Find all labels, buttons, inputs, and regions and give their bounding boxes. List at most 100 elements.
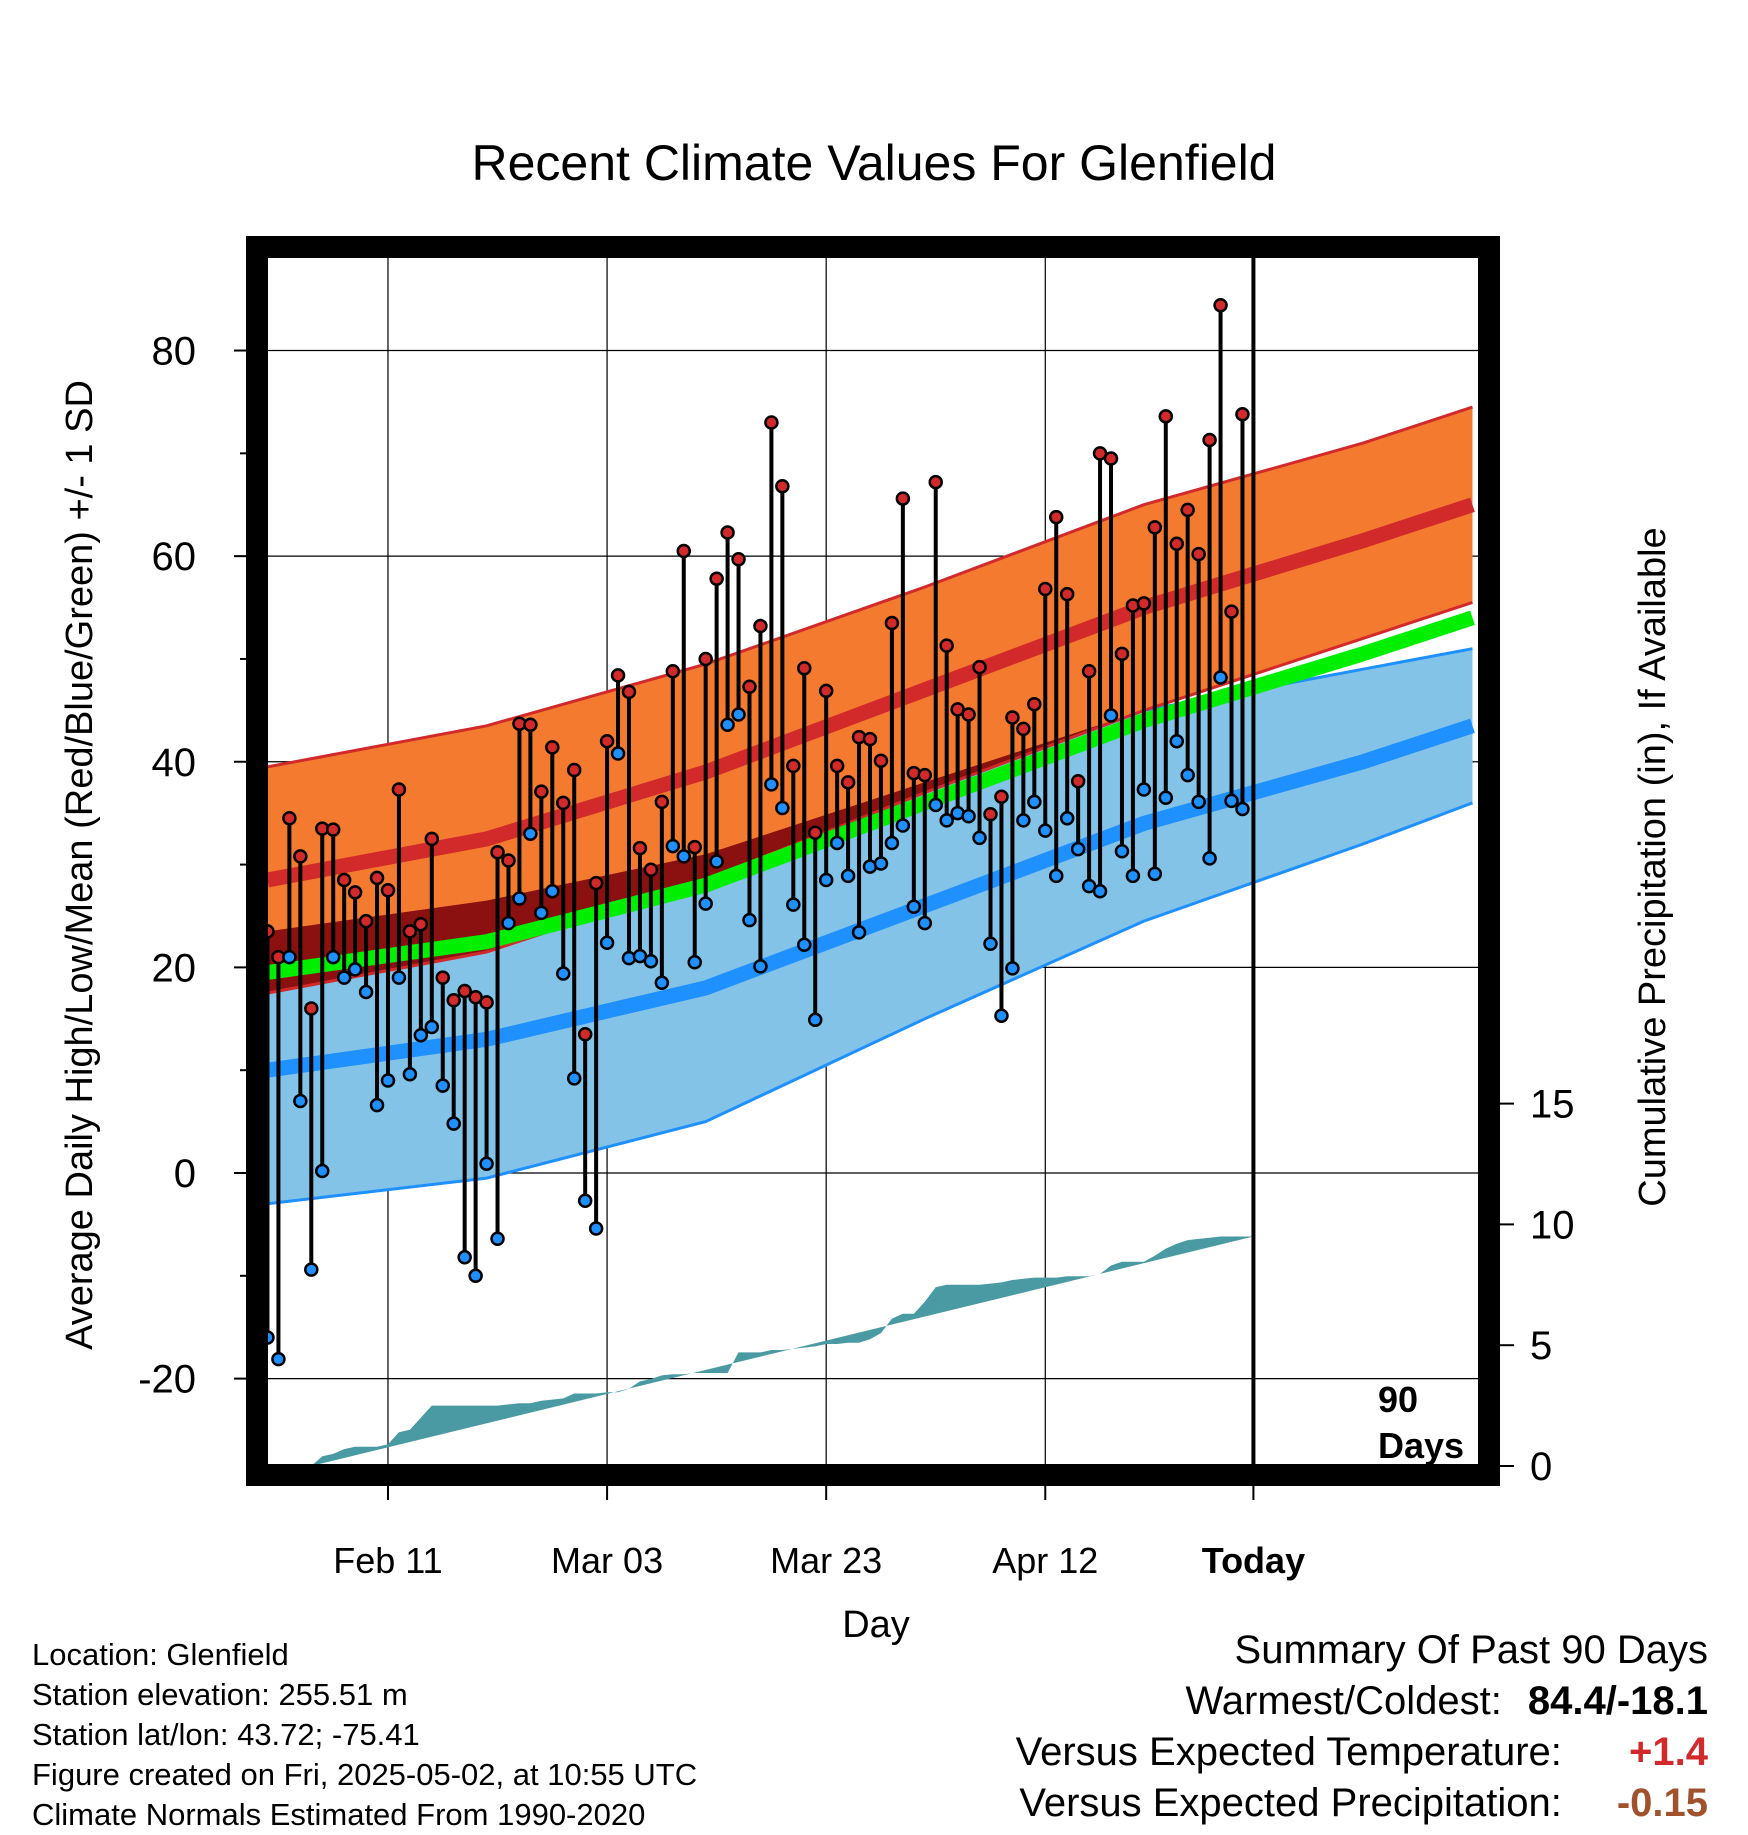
- daily-high-point: [1081, 664, 1097, 679]
- x-tick-label: Feb 11: [333, 1540, 442, 1581]
- y2-tick-label: 10: [1530, 1203, 1575, 1247]
- daily-low-point: [282, 949, 297, 965]
- daily-high-point: [1005, 710, 1020, 725]
- daily-high-point: [709, 571, 724, 587]
- daily-low-point: [336, 970, 352, 985]
- daily-low-point: [588, 1221, 604, 1236]
- daily-low-point: [523, 826, 538, 841]
- x-tick-label: Today: [1202, 1540, 1305, 1581]
- daily-high-point: [1114, 646, 1130, 662]
- daily-high-point: [632, 840, 648, 856]
- daily-high-point: [1169, 536, 1184, 552]
- y-tick-label: 0: [174, 1152, 196, 1196]
- daily-low-point: [457, 1250, 472, 1265]
- daily-high-point: [643, 862, 659, 877]
- daily-low-point: [435, 1078, 451, 1093]
- daily-low-point: [983, 936, 998, 951]
- daily-low-point: [556, 966, 571, 981]
- daily-high-point: [884, 615, 900, 631]
- daily-high-point: [753, 618, 768, 634]
- daily-high-point: [775, 478, 790, 494]
- daily-low-point: [643, 953, 659, 969]
- daily-low-point: [1027, 794, 1042, 810]
- daily-high-point: [687, 839, 702, 855]
- daily-high-point: [840, 775, 856, 790]
- warmest-coldest-value: 84.4/-18.1: [1527, 1679, 1708, 1723]
- daily-low-point: [315, 1163, 330, 1179]
- daily-high-point: [556, 795, 571, 811]
- daily-low-point: [753, 959, 768, 974]
- daily-low-point: [895, 818, 911, 833]
- y2-tick-label: 15: [1530, 1083, 1575, 1127]
- daily-high-point: [807, 825, 823, 840]
- daily-low-point: [720, 717, 735, 733]
- daily-high-point: [534, 784, 549, 799]
- chart-title: Recent Climate Values For Glenfield: [472, 135, 1277, 191]
- daily-low-point: [928, 797, 943, 813]
- daily-low-point: [1125, 868, 1141, 884]
- daily-low-point: [1180, 767, 1195, 783]
- daily-low-point: [1059, 811, 1075, 826]
- daily-high-point: [1027, 696, 1042, 712]
- summary-panel: Summary Of Past 90 Days Warmest/Coldest:…: [1016, 1625, 1708, 1829]
- daily-low-point: [1038, 823, 1053, 838]
- daily-low-point: [676, 849, 692, 864]
- daily-high-point: [446, 993, 461, 1008]
- daily-low-point: [687, 954, 702, 970]
- summary-precip-row: Versus Expected Precipitation: -0.15: [1016, 1778, 1708, 1829]
- daily-high-point: [325, 822, 341, 837]
- daily-high-point: [654, 794, 670, 810]
- period-label-90: 90: [1378, 1379, 1418, 1420]
- daily-low-point: [391, 970, 407, 985]
- daily-low-point: [599, 935, 615, 950]
- daily-high-point: [588, 875, 604, 891]
- daily-high-point: [282, 811, 297, 826]
- daily-low-point: [873, 856, 889, 871]
- daily-low-point: [972, 830, 987, 846]
- precip-anomaly-value: -0.15: [1616, 1781, 1708, 1825]
- daily-high-point: [972, 659, 987, 675]
- daily-low-point: [380, 1073, 396, 1088]
- daily-high-point: [818, 683, 834, 699]
- daily-low-point: [424, 1019, 440, 1035]
- meta-normals: Climate Normals Estimated From 1990-2020: [32, 1797, 646, 1832]
- daily-high-point: [1180, 502, 1195, 518]
- daily-high-point: [994, 789, 1009, 804]
- daily-low-point: [446, 1116, 461, 1131]
- daily-high-point: [347, 885, 363, 900]
- daily-low-point: [1202, 851, 1217, 866]
- daily-low-point: [1048, 868, 1064, 884]
- daily-high-point: [961, 707, 976, 722]
- daily-high-point: [731, 551, 746, 567]
- daily-high-point: [1191, 546, 1206, 562]
- daily-low-point: [566, 1071, 582, 1086]
- daily-low-point: [884, 835, 900, 851]
- daily-low-point: [1191, 794, 1206, 810]
- daily-low-point: [840, 868, 856, 884]
- daily-high-point: [983, 806, 998, 822]
- daily-low-point: [413, 1027, 429, 1043]
- daily-low-point: [512, 891, 527, 906]
- daily-low-point: [807, 1012, 823, 1028]
- daily-low-point: [665, 838, 681, 854]
- daily-low-point: [534, 905, 549, 921]
- precip-area: [311, 1236, 1254, 1466]
- y-tick-label: 80: [152, 330, 197, 374]
- daily-low-point: [577, 1193, 593, 1209]
- daily-low-point: [731, 707, 746, 722]
- daily-high-point: [1235, 407, 1250, 422]
- daily-high-point: [786, 758, 801, 774]
- daily-low-point: [479, 1156, 494, 1171]
- daily-low-point: [994, 1008, 1009, 1023]
- daily-low-point: [1169, 733, 1184, 749]
- daily-low-point: [829, 835, 845, 851]
- daily-high-point: [1038, 581, 1053, 597]
- daily-high-point: [402, 924, 418, 939]
- daily-low-point: [654, 975, 670, 991]
- daily-high-point: [939, 638, 954, 653]
- temp-anomaly-label: Versus Expected Temperature:: [1015, 1730, 1562, 1774]
- daily-high-point: [1070, 774, 1086, 789]
- daily-low-point: [325, 949, 341, 965]
- y-tick-label: -20: [138, 1358, 196, 1402]
- daily-high-point: [928, 474, 943, 490]
